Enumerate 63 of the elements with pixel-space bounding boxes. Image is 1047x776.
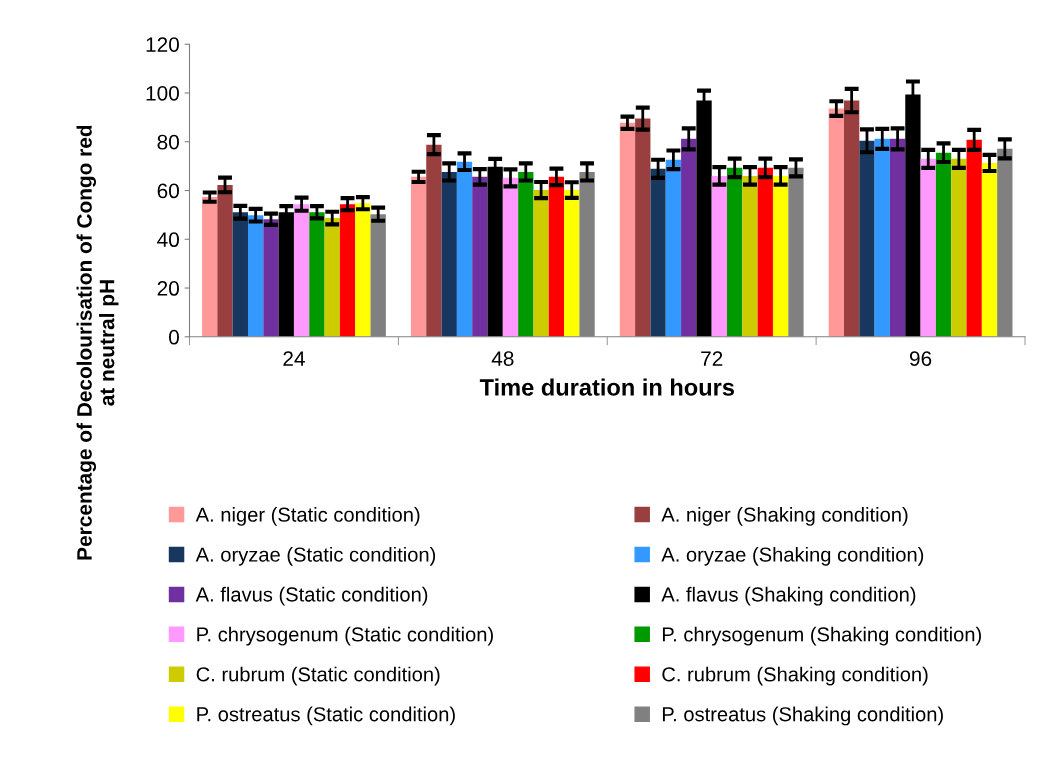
bar: [309, 212, 325, 337]
y-tick-label: 100: [146, 85, 179, 101]
x-tick-label: 24: [283, 351, 305, 366]
y-tick-label: 120: [146, 37, 179, 52]
bar: [727, 167, 743, 337]
legend-label: A. oryzae (Shaking condition): [661, 546, 924, 566]
bar: [920, 158, 936, 337]
y-tick-label: 80: [157, 134, 179, 150]
bar: [619, 122, 636, 337]
bar: [339, 204, 356, 337]
legend-label: P. ostreatus (Shaking condition): [662, 706, 943, 726]
legend-label: A. flavus (Static condition): [195, 586, 428, 606]
bar: [966, 139, 982, 337]
y-tick-label: 20: [157, 281, 179, 296]
bar: [935, 152, 952, 337]
legend-label: A. niger (Static condition): [195, 507, 420, 526]
bar: [456, 161, 473, 337]
legend-label: C. rubrum (Shaking condition): [662, 666, 928, 686]
bar: [355, 203, 371, 337]
x-tick-label: 48: [491, 351, 514, 366]
bar: [650, 168, 666, 337]
bar: [217, 184, 233, 337]
bar: [426, 144, 442, 337]
bar: [635, 118, 651, 337]
legend-label: C. rubrum (Static condition): [196, 666, 440, 686]
bar: [681, 138, 697, 337]
bar: [828, 108, 844, 337]
bar: [502, 177, 519, 337]
bar: [548, 176, 565, 337]
bar: [772, 175, 789, 337]
bar: [441, 171, 457, 337]
y-axis-title: Percentage of Decolourisation of Congo red at neutral pH: [76, 125, 119, 560]
y-tick-label: 60: [157, 183, 179, 199]
legend-label: P. chrysogenum (Static condition): [197, 626, 493, 646]
legend-label: A. niger (Shaking condition): [661, 507, 908, 526]
bar: [951, 158, 967, 337]
x-tick-label: 72: [701, 351, 723, 366]
y-tick-label: 0: [169, 329, 179, 345]
bar: [324, 218, 340, 337]
bar: [263, 219, 279, 337]
bar: [874, 138, 890, 337]
legend-label: P. chrysogenum (Shaking condition): [662, 626, 981, 646]
bar: [757, 167, 773, 337]
bar: [711, 175, 728, 337]
legend-label: A. flavus (Shaking condition): [661, 586, 916, 606]
bar: [742, 175, 758, 337]
bar: [518, 171, 534, 337]
bar: [232, 212, 248, 337]
legend-label: A. oryzae (Static condition): [195, 546, 436, 566]
bar: [981, 162, 998, 337]
bar: [889, 138, 906, 337]
bar: [665, 159, 682, 337]
bar: [293, 204, 310, 337]
bar: [472, 176, 488, 337]
x-axis-title: Time duration in hours: [479, 378, 734, 396]
bar: [533, 190, 549, 337]
bar: [859, 140, 875, 337]
bar: [564, 190, 580, 337]
bar: [247, 215, 264, 337]
x-tick-label: 96: [909, 351, 932, 366]
legend-label: P. ostreatus (Static condition): [197, 706, 455, 726]
y-tick-label: 40: [157, 232, 179, 248]
bar: [843, 100, 860, 337]
